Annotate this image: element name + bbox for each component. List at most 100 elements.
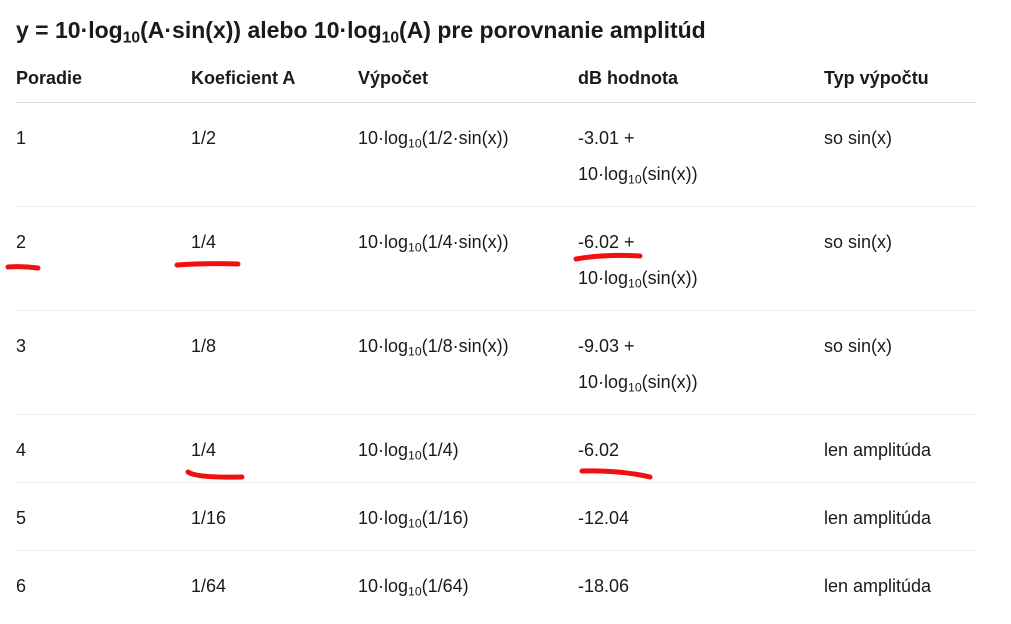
text: -9.03 + 10·log	[578, 336, 635, 392]
text: (1/8·sin(x))	[421, 336, 509, 356]
table-cell: 3	[16, 310, 191, 415]
table-cell: 1/64	[191, 551, 358, 619]
cell-content: -6.02 + 10·log10(sin(x))	[578, 224, 728, 296]
table-cell: so sin(x)	[824, 310, 976, 415]
table-cell: 4	[16, 414, 191, 483]
table-row: 1 1/2 10·log10(1/2·sin(x)) -3.01 + 10·log10…	[16, 102, 976, 207]
subscript: 10	[408, 136, 422, 151]
table-cell: len amplitúda	[824, 414, 976, 483]
text: 5	[16, 508, 27, 528]
text: (1/64)	[421, 576, 469, 596]
table-cell: 1/4	[191, 206, 358, 311]
table-cell: so sin(x)	[824, 102, 976, 207]
table-cell: len amplitúda	[824, 551, 976, 619]
table-body: 1 1/2 10·log10(1/2·sin(x)) -3.01 + 10·log10…	[16, 102, 976, 619]
table-cell: -18.06	[578, 551, 824, 619]
text: 1/16	[191, 508, 227, 528]
text: -3.01 + 10·log	[578, 128, 635, 184]
subscript: 10	[408, 240, 422, 255]
text: y = 10·log	[16, 17, 123, 43]
cell-content: -9.03 + 10·log10(sin(x))	[578, 328, 728, 400]
subscript: 10	[408, 584, 422, 599]
table-row: 6 1/64 10·log10(1/64) -18.06 len amplitúda	[16, 551, 976, 619]
text: so sin(x)	[824, 336, 893, 356]
header-cell: Typ výpočtu	[824, 62, 976, 103]
text: len amplitúda	[824, 440, 932, 460]
table-row: 2 1/4 10·log10(1/4·sin(x)) -6.02 + 10·log10…	[16, 206, 976, 311]
text: 10·log	[358, 232, 409, 252]
table-cell: -6.02	[578, 414, 824, 483]
text: 1/4	[191, 440, 217, 460]
text: (sin(x))	[641, 164, 698, 184]
subscript: 10	[122, 29, 141, 47]
table-cell: 1/4	[191, 414, 358, 483]
text: 1	[16, 128, 27, 148]
table-cell: len amplitúda	[824, 482, 976, 551]
table-cell: 10·log10(1/16)	[358, 482, 578, 551]
table-cell: 10·log10(1/4·sin(x))	[358, 206, 578, 311]
header-cell: dB hodnota	[578, 62, 824, 103]
table-cell: 1/2	[191, 102, 358, 207]
table-cell: 10·log10(1/8·sin(x))	[358, 310, 578, 415]
table-cell: 10·log10(1/4)	[358, 414, 578, 483]
text: 1/4	[191, 232, 217, 252]
text: 10·log	[358, 508, 409, 528]
subscript: 10	[381, 29, 400, 47]
text: 10·log	[358, 576, 409, 596]
text: len amplitúda	[824, 576, 932, 596]
table-cell: -6.02 + 10·log10(sin(x))	[578, 206, 824, 311]
table-cell: -12.04	[578, 482, 824, 551]
table-cell: 2	[16, 206, 191, 311]
text: (sin(x))	[641, 268, 698, 288]
table-row: 5 1/16 10·log10(1/16) -12.04 len amplitúda	[16, 482, 976, 551]
table-cell: 10·log10(1/64)	[358, 551, 578, 619]
subscript: 10	[408, 344, 422, 359]
cell-content: -3.01 + 10·log10(sin(x))	[578, 120, 728, 192]
table: Poradie Koeficient A Výpočet dB hodnota Typ …	[16, 62, 976, 618]
text: so sin(x)	[824, 232, 893, 252]
subscript: 10	[628, 380, 642, 395]
header-cell: Výpočet	[358, 62, 578, 103]
text: 3	[16, 336, 27, 356]
text: 10·log	[358, 336, 409, 356]
table-cell: 1	[16, 102, 191, 207]
text: (1/2·sin(x))	[421, 128, 509, 148]
table-cell: 1/8	[191, 310, 358, 415]
text: 1/8	[191, 336, 217, 356]
text: 2	[16, 232, 27, 252]
subscript: 10	[628, 172, 642, 187]
text: -12.04	[578, 508, 630, 528]
text: -18.06	[578, 576, 630, 596]
text: (1/4·sin(x))	[421, 232, 509, 252]
text: -6.02 + 10·log	[578, 232, 635, 288]
text: 6	[16, 576, 27, 596]
text: (1/16)	[421, 508, 469, 528]
header-cell: Poradie	[16, 62, 191, 103]
text: 10·log	[358, 128, 409, 148]
subscript: 10	[408, 516, 422, 531]
text: 10·log	[358, 440, 409, 460]
text: (A·sin(x)) alebo 10·log	[140, 17, 382, 43]
table-cell: 10·log10(1/2·sin(x))	[358, 102, 578, 207]
table-cell: -3.01 + 10·log10(sin(x))	[578, 102, 824, 207]
text: so sin(x)	[824, 128, 893, 148]
text: (A) pre porovnanie amplitúd	[399, 17, 706, 43]
text: (1/4)	[421, 440, 459, 460]
header-cell: Koeficient A	[191, 62, 358, 103]
header-row: Poradie Koeficient A Výpočet dB hodnota Typ …	[16, 62, 976, 103]
text: 4	[16, 440, 27, 460]
table-row: 4 1/4 10·log10(1/4) -6.02 len amplitúda	[16, 414, 976, 483]
cell-content: -6.02	[578, 432, 728, 468]
text: 1/2	[191, 128, 217, 148]
cell-content: -18.06	[578, 568, 728, 604]
table-cell: 5	[16, 482, 191, 551]
text: len amplitúda	[824, 508, 932, 528]
subscript: 10	[408, 448, 422, 463]
text: 1/64	[191, 576, 227, 596]
title: y = 10·log10(A·sin(x)) alebo 10·log10(A)…	[16, 12, 706, 48]
subscript: 10	[628, 276, 642, 291]
table-row: 3 1/8 10·log10(1/8·sin(x)) -9.03 + 10·log10…	[16, 310, 976, 415]
table-cell: 6	[16, 551, 191, 619]
text: (sin(x))	[641, 372, 698, 392]
